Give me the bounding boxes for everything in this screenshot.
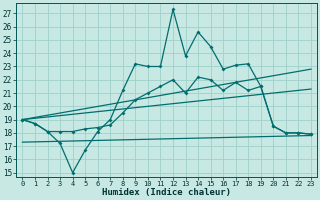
X-axis label: Humidex (Indice chaleur): Humidex (Indice chaleur) [102, 188, 231, 197]
